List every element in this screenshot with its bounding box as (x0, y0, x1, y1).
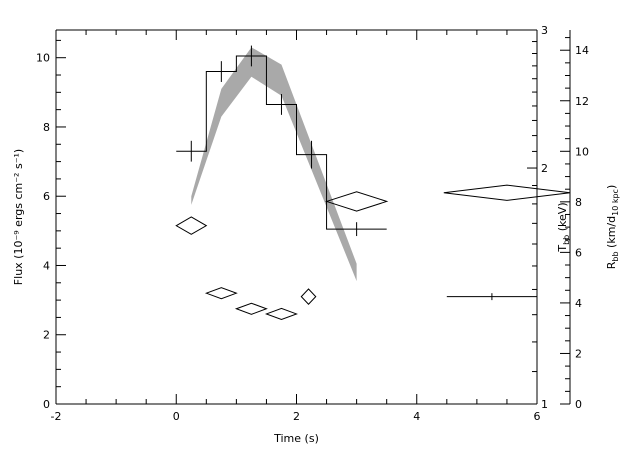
flux-tick-label: 6 (43, 190, 50, 203)
temperature-axis-label: Tbb (keV) (556, 202, 571, 252)
temperature-diamond (234, 302, 268, 315)
temperature-label-main: T (556, 245, 569, 253)
radius-label-unit-sub: 10 kpc (611, 189, 620, 216)
radius-axis-label: Rbb (km/d10 kpc) (605, 185, 620, 270)
radius-tick-label: 12 (575, 95, 589, 108)
temperature-tick-label: 2 (541, 162, 548, 175)
diamond-layer (175, 184, 571, 321)
temperature-diamond (443, 184, 571, 201)
flux-tick-label: 2 (43, 329, 50, 342)
temperature-diamond (204, 287, 238, 300)
temperature-diamond (264, 307, 298, 321)
fit-band-layer (191, 47, 357, 282)
temperature-diamond (300, 288, 317, 305)
radius-tick-label: 10 (575, 145, 589, 158)
x-tick-label: 2 (293, 410, 300, 423)
x-tick-label: 0 (173, 410, 180, 423)
flux-tick-label: 8 (43, 121, 50, 134)
flux-tick-label: 4 (43, 259, 50, 272)
radius-label-main: R (605, 261, 618, 269)
x-axis-label: Time (s) (273, 432, 319, 445)
x-tick-label: 4 (413, 410, 420, 423)
radius-label-sub: bb (611, 251, 620, 261)
left-y-axis-label: Flux (10⁻⁹ ergs cm⁻² s⁻¹) (12, 149, 25, 285)
radius-tick-label: 2 (575, 347, 582, 360)
fit-band (191, 47, 357, 282)
flux-tick-label: 0 (43, 398, 50, 411)
radius-label-unit-post: ) (605, 185, 618, 189)
radius-tick-label: 0 (575, 398, 582, 411)
flux-histogram-layer (176, 45, 537, 301)
temperature-diamond (324, 191, 389, 212)
radius-tick-label: 8 (575, 196, 582, 209)
radius-tick-label: 14 (575, 44, 589, 57)
x-tick-label: 6 (534, 410, 541, 423)
radius-label-unit-pre: (km/d (605, 216, 618, 252)
temperature-diamond (175, 216, 208, 235)
radius-tick-label: 6 (575, 246, 582, 259)
temperature-tick-label: 1 (541, 398, 548, 411)
flux-tick-label: 10 (36, 52, 50, 65)
x-tick-label: -2 (51, 410, 62, 423)
temperature-label-sub: bb (562, 235, 571, 245)
radius-tick-label: 4 (575, 297, 582, 310)
temperature-label-unit: (keV) (556, 202, 569, 234)
temperature-tick-label: 3 (541, 24, 548, 37)
